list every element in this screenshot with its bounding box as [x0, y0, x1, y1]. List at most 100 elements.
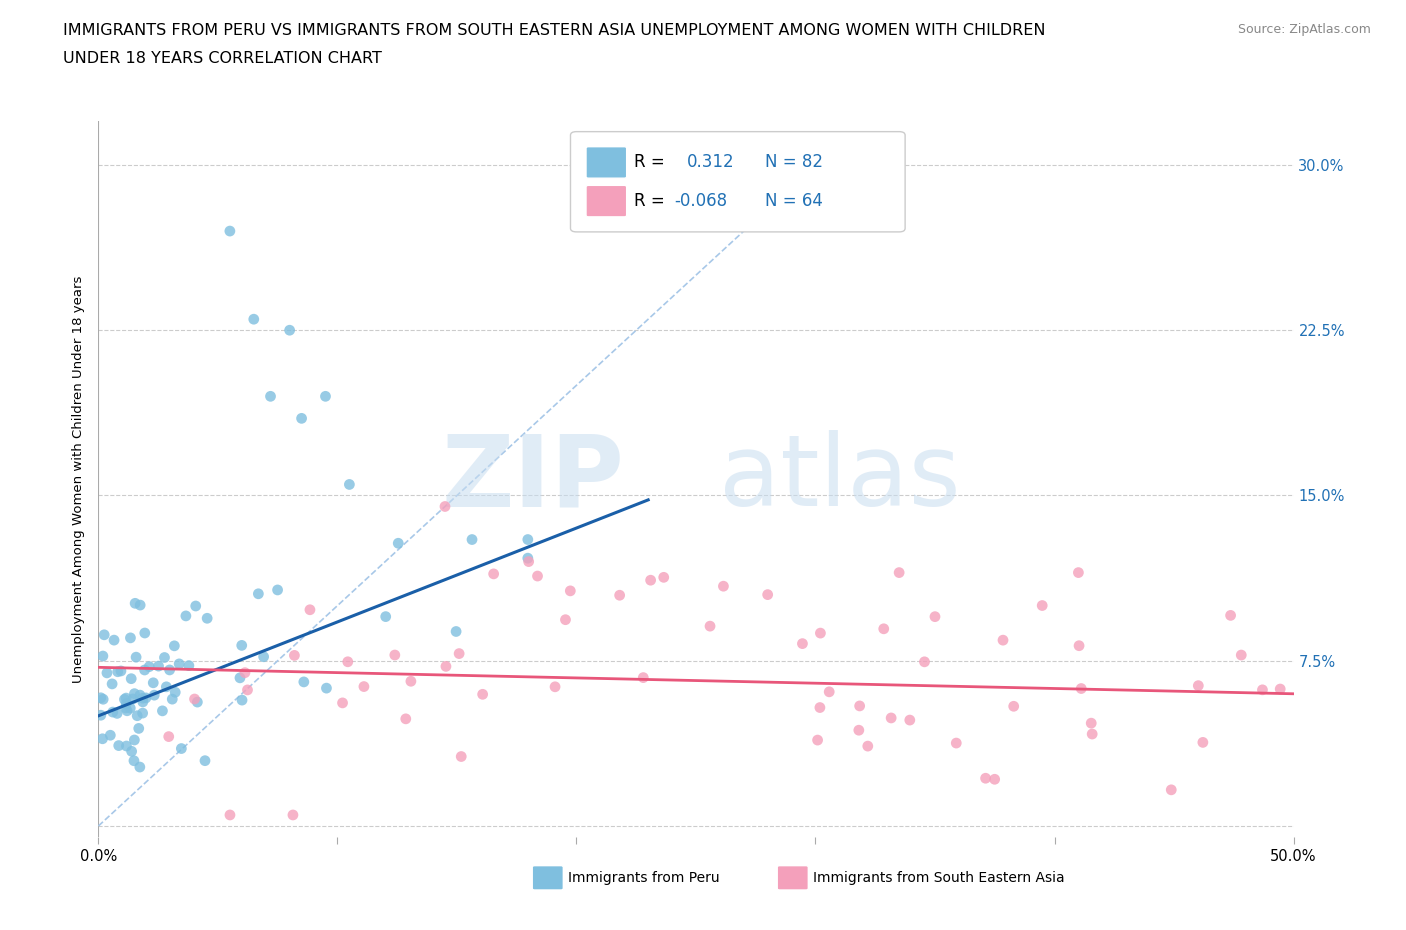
- Point: [115, 703, 138, 718]
- Point: [898, 712, 921, 727]
- Point: [1270, 682, 1292, 697]
- Point: [122, 753, 145, 768]
- Point: [434, 659, 457, 674]
- Point: [991, 632, 1014, 647]
- Point: [560, 583, 582, 598]
- Point: [120, 700, 142, 715]
- Point: [114, 692, 136, 707]
- Point: [114, 700, 136, 715]
- Point: [91, 731, 114, 746]
- Point: [159, 662, 181, 677]
- Point: [128, 760, 150, 775]
- Point: [291, 411, 314, 426]
- Text: N = 82: N = 82: [765, 153, 824, 171]
- Point: [1002, 698, 1025, 713]
- Point: [450, 749, 472, 764]
- Point: [1067, 638, 1090, 653]
- Point: [195, 611, 218, 626]
- Point: [177, 658, 200, 673]
- Point: [122, 692, 145, 707]
- Point: [1219, 608, 1241, 623]
- Point: [756, 587, 779, 602]
- Point: [101, 705, 124, 720]
- Point: [353, 679, 375, 694]
- Point: [194, 753, 217, 768]
- Point: [873, 621, 896, 636]
- Text: UNDER 18 YEARS CORRELATION CHART: UNDER 18 YEARS CORRELATION CHART: [63, 51, 382, 66]
- Point: [449, 646, 471, 661]
- Point: [148, 658, 170, 673]
- Point: [517, 554, 540, 569]
- Point: [132, 695, 155, 710]
- Point: [162, 692, 184, 707]
- Point: [1192, 735, 1215, 750]
- Text: R =: R =: [634, 153, 665, 171]
- Point: [554, 612, 576, 627]
- Point: [699, 618, 721, 633]
- Point: [183, 692, 205, 707]
- Point: [818, 684, 841, 699]
- Point: [292, 674, 315, 689]
- Point: [384, 647, 406, 662]
- Point: [125, 650, 148, 665]
- FancyBboxPatch shape: [586, 147, 627, 179]
- Point: [1080, 716, 1102, 731]
- Point: [516, 532, 538, 547]
- Point: [110, 663, 132, 678]
- Point: [808, 700, 831, 715]
- Point: [229, 671, 252, 685]
- Point: [924, 609, 946, 624]
- Point: [91, 692, 114, 707]
- Text: ZIP: ZIP: [441, 431, 624, 527]
- Point: [233, 665, 256, 680]
- Point: [434, 499, 457, 514]
- Point: [157, 729, 180, 744]
- Text: -0.068: -0.068: [675, 193, 727, 210]
- Point: [105, 706, 128, 721]
- FancyBboxPatch shape: [533, 866, 564, 890]
- Point: [298, 603, 321, 618]
- Point: [713, 578, 735, 593]
- Point: [1187, 678, 1209, 693]
- Point: [115, 738, 138, 753]
- Point: [124, 686, 146, 701]
- Point: [259, 389, 281, 404]
- Point: [134, 662, 156, 677]
- FancyBboxPatch shape: [778, 866, 808, 890]
- Point: [131, 691, 153, 706]
- FancyBboxPatch shape: [586, 185, 627, 217]
- Point: [332, 696, 354, 711]
- Point: [281, 807, 304, 822]
- Y-axis label: Unemployment Among Women with Children Under 18 years: Unemployment Among Women with Children U…: [72, 275, 86, 683]
- Point: [152, 703, 174, 718]
- Point: [165, 684, 187, 699]
- Point: [170, 741, 193, 756]
- Point: [90, 708, 112, 723]
- Point: [315, 389, 337, 404]
- Point: [1081, 726, 1104, 741]
- Text: Immigrants from South Eastern Asia: Immigrants from South Eastern Asia: [813, 870, 1064, 884]
- Point: [640, 573, 662, 588]
- Text: Source: ZipAtlas.com: Source: ZipAtlas.com: [1237, 23, 1371, 36]
- Point: [806, 733, 828, 748]
- Point: [315, 681, 337, 696]
- Text: IMMIGRANTS FROM PERU VS IMMIGRANTS FROM SOUTH EASTERN ASIA UNEMPLOYMENT AMONG WO: IMMIGRANTS FROM PERU VS IMMIGRANTS FROM …: [63, 23, 1046, 38]
- Point: [395, 711, 418, 726]
- Point: [124, 596, 146, 611]
- Point: [143, 687, 166, 702]
- Point: [1031, 598, 1053, 613]
- Point: [974, 771, 997, 786]
- Point: [633, 671, 655, 685]
- Text: Immigrants from Peru: Immigrants from Peru: [568, 870, 720, 884]
- Text: N = 64: N = 64: [765, 193, 823, 210]
- Point: [219, 223, 242, 238]
- Point: [516, 551, 538, 565]
- Point: [1070, 681, 1092, 696]
- Point: [374, 609, 396, 624]
- Point: [115, 697, 138, 711]
- Point: [101, 676, 124, 691]
- Point: [184, 599, 207, 614]
- Point: [914, 655, 936, 670]
- Point: [544, 679, 567, 694]
- Point: [983, 772, 1005, 787]
